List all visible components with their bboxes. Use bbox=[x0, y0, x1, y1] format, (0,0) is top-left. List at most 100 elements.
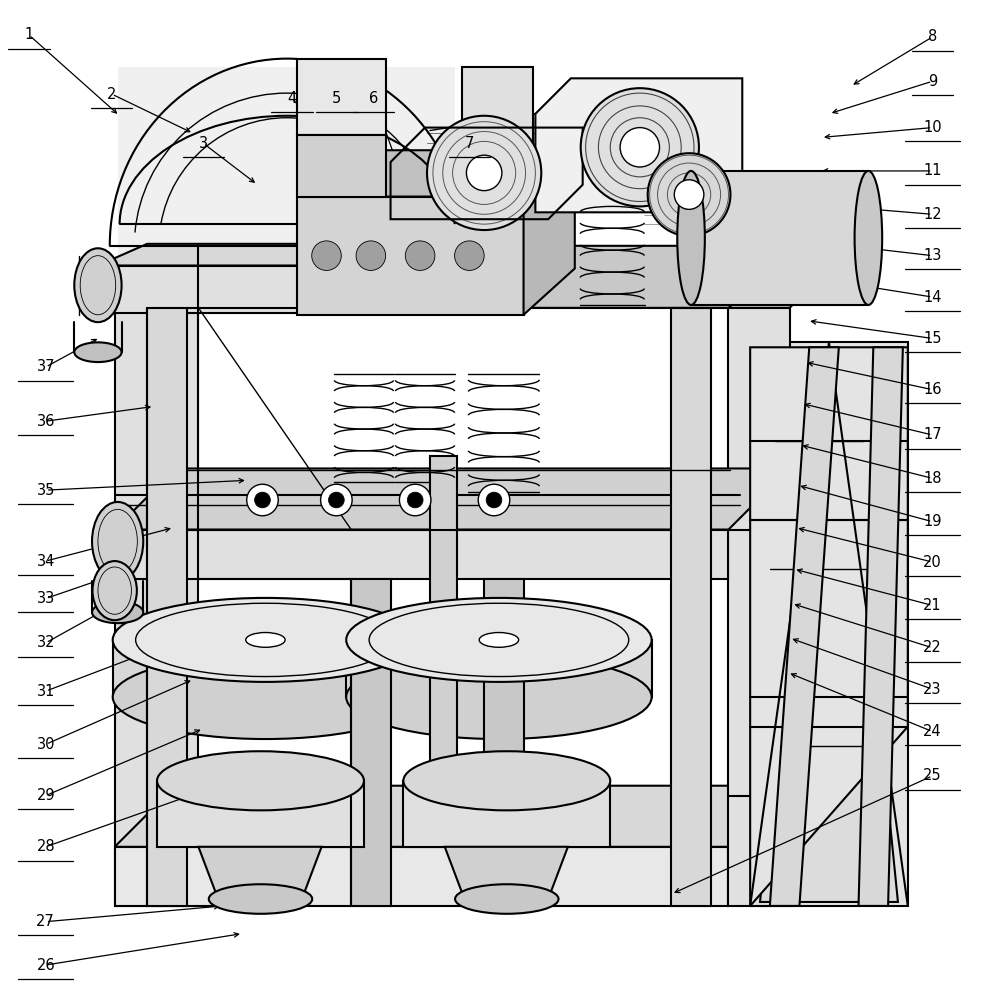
Polygon shape bbox=[728, 246, 854, 308]
Ellipse shape bbox=[113, 655, 418, 739]
Text: 10: 10 bbox=[923, 120, 942, 135]
Polygon shape bbox=[671, 308, 710, 906]
Polygon shape bbox=[297, 150, 575, 197]
Ellipse shape bbox=[677, 171, 704, 305]
Polygon shape bbox=[115, 468, 789, 530]
Text: 13: 13 bbox=[923, 248, 942, 263]
Polygon shape bbox=[115, 847, 728, 906]
Text: 29: 29 bbox=[37, 788, 55, 803]
Circle shape bbox=[407, 492, 423, 508]
Text: 19: 19 bbox=[923, 514, 942, 529]
Ellipse shape bbox=[320, 484, 352, 516]
Polygon shape bbox=[445, 847, 568, 899]
Text: 18: 18 bbox=[923, 471, 942, 486]
Circle shape bbox=[620, 128, 660, 167]
Circle shape bbox=[356, 241, 385, 270]
Text: 20: 20 bbox=[923, 555, 942, 570]
Polygon shape bbox=[115, 786, 789, 847]
Text: 16: 16 bbox=[923, 382, 942, 397]
Circle shape bbox=[466, 155, 502, 191]
Circle shape bbox=[486, 492, 502, 508]
Polygon shape bbox=[297, 59, 385, 135]
Circle shape bbox=[427, 116, 541, 230]
Polygon shape bbox=[115, 308, 199, 906]
Polygon shape bbox=[770, 347, 839, 906]
Ellipse shape bbox=[92, 502, 143, 581]
Text: 24: 24 bbox=[923, 724, 942, 739]
Polygon shape bbox=[859, 347, 903, 906]
Text: 27: 27 bbox=[37, 914, 55, 929]
Ellipse shape bbox=[346, 598, 652, 682]
Text: 7: 7 bbox=[464, 136, 474, 151]
Ellipse shape bbox=[455, 884, 558, 914]
Ellipse shape bbox=[246, 633, 286, 647]
Polygon shape bbox=[750, 342, 908, 906]
Text: 14: 14 bbox=[923, 290, 942, 305]
Ellipse shape bbox=[403, 751, 611, 810]
Polygon shape bbox=[115, 246, 789, 308]
Ellipse shape bbox=[79, 256, 117, 315]
Text: 4: 4 bbox=[288, 91, 296, 106]
Circle shape bbox=[648, 153, 730, 236]
Circle shape bbox=[581, 88, 699, 206]
Text: 5: 5 bbox=[332, 91, 341, 106]
Ellipse shape bbox=[92, 601, 143, 623]
Polygon shape bbox=[113, 640, 418, 697]
Circle shape bbox=[454, 241, 484, 270]
Polygon shape bbox=[728, 308, 789, 906]
Polygon shape bbox=[535, 78, 742, 212]
Text: 37: 37 bbox=[37, 359, 55, 374]
Polygon shape bbox=[484, 579, 524, 906]
Polygon shape bbox=[346, 640, 652, 697]
Text: 32: 32 bbox=[37, 635, 55, 650]
Circle shape bbox=[255, 492, 271, 508]
Text: 11: 11 bbox=[923, 163, 942, 178]
Text: 35: 35 bbox=[37, 483, 55, 498]
Text: 17: 17 bbox=[923, 427, 942, 442]
Polygon shape bbox=[98, 266, 464, 313]
Text: 8: 8 bbox=[928, 29, 937, 44]
Polygon shape bbox=[157, 781, 364, 847]
Polygon shape bbox=[115, 246, 266, 308]
Text: 6: 6 bbox=[370, 91, 378, 106]
Polygon shape bbox=[462, 67, 534, 145]
Polygon shape bbox=[199, 847, 321, 899]
Ellipse shape bbox=[113, 598, 418, 682]
Text: 2: 2 bbox=[107, 87, 117, 102]
Text: 36: 36 bbox=[37, 414, 55, 429]
Polygon shape bbox=[297, 197, 524, 315]
Text: 9: 9 bbox=[928, 74, 937, 89]
Polygon shape bbox=[115, 530, 728, 579]
Text: 23: 23 bbox=[923, 682, 942, 697]
Polygon shape bbox=[691, 171, 868, 305]
Polygon shape bbox=[297, 135, 385, 197]
Text: 21: 21 bbox=[923, 598, 942, 613]
Text: 34: 34 bbox=[37, 554, 55, 569]
Polygon shape bbox=[524, 150, 575, 315]
Polygon shape bbox=[118, 67, 454, 293]
Ellipse shape bbox=[399, 484, 431, 516]
Ellipse shape bbox=[855, 171, 882, 305]
Circle shape bbox=[674, 180, 703, 209]
Text: 33: 33 bbox=[37, 591, 55, 606]
Text: 26: 26 bbox=[37, 958, 55, 973]
Polygon shape bbox=[750, 347, 908, 906]
Ellipse shape bbox=[74, 342, 122, 362]
Text: 15: 15 bbox=[923, 331, 942, 346]
Ellipse shape bbox=[208, 884, 312, 914]
Text: 30: 30 bbox=[37, 737, 55, 752]
Text: 3: 3 bbox=[199, 136, 207, 151]
Polygon shape bbox=[430, 456, 456, 805]
Ellipse shape bbox=[74, 248, 122, 322]
Polygon shape bbox=[403, 781, 611, 847]
Text: 25: 25 bbox=[923, 768, 942, 783]
Polygon shape bbox=[147, 308, 187, 906]
Circle shape bbox=[405, 241, 435, 270]
Ellipse shape bbox=[157, 751, 364, 810]
Ellipse shape bbox=[93, 561, 137, 620]
Ellipse shape bbox=[479, 633, 519, 647]
Ellipse shape bbox=[247, 484, 279, 516]
Text: 22: 22 bbox=[923, 640, 942, 655]
Polygon shape bbox=[760, 362, 898, 902]
Polygon shape bbox=[351, 579, 390, 906]
